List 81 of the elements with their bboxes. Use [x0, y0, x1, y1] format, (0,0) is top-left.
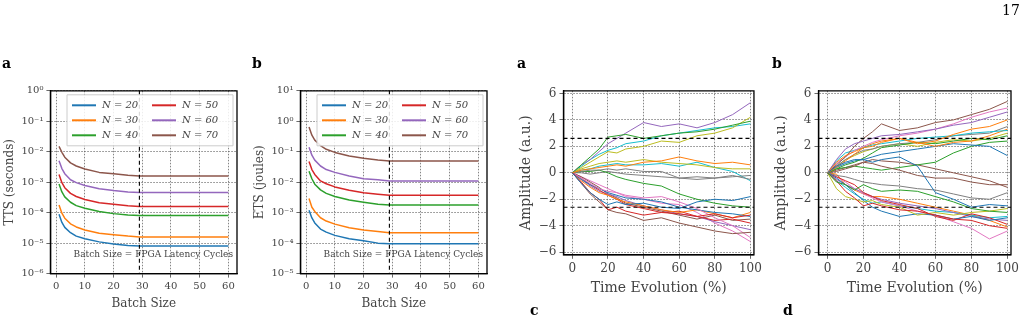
- x-tick-label: 50: [193, 280, 207, 292]
- y-tick-label: 4: [803, 112, 812, 127]
- x-tick-label: 60: [927, 261, 944, 276]
- y-tick-label: −4: [538, 217, 557, 232]
- chart-title: a: [2, 55, 12, 72]
- y-tick-label: 2: [548, 138, 557, 153]
- x-axis-title: Batch Size: [361, 295, 426, 310]
- y-tick-label: −2: [793, 191, 812, 206]
- y-tick-label: 2: [803, 138, 812, 153]
- x-tick-label: 50: [443, 280, 457, 292]
- x-tick-label: 10: [78, 280, 92, 292]
- y-tick-label: 10⁻⁵: [271, 267, 294, 279]
- y-tick-label: 10⁻²: [271, 175, 294, 187]
- legend-label: N = 40: [101, 128, 139, 140]
- legend-label: N = 30: [101, 113, 139, 125]
- chart-title: b: [252, 55, 262, 72]
- x-tick-label: 40: [164, 280, 178, 292]
- y-tick-label: 0: [803, 164, 812, 179]
- x-tick-label: 60: [222, 280, 235, 292]
- y-tick-label: −2: [538, 191, 557, 206]
- y-tick-label: 10⁻²: [21, 145, 44, 157]
- text: d: [783, 302, 793, 318]
- x-tick-label: 40: [414, 280, 428, 292]
- legend-label: N = 20: [101, 98, 139, 110]
- text: c: [530, 302, 539, 318]
- legend-label: N = 70: [431, 128, 469, 140]
- y-tick-label: −6: [538, 244, 557, 259]
- chart-title: b: [772, 55, 782, 72]
- legend-label: N = 50: [181, 98, 219, 110]
- x-tick-label: 0: [302, 280, 310, 292]
- x-axis-title: Batch Size: [111, 295, 176, 310]
- x-tick-label: 0: [568, 261, 577, 276]
- y-tick-label: 10⁻¹: [21, 114, 44, 126]
- y-tick-label: 10⁻⁵: [21, 236, 44, 248]
- legend-label: N = 60: [181, 113, 219, 125]
- y-tick-label: 10⁰: [276, 114, 294, 126]
- y-tick-label: 10⁻³: [21, 175, 44, 187]
- x-tick-label: 20: [855, 261, 872, 276]
- text: 17: [1002, 2, 1020, 18]
- y-tick-label: 6: [803, 85, 812, 100]
- x-tick-label: 100: [995, 261, 1019, 276]
- y-tick-label: 10⁰: [26, 84, 44, 96]
- y-tick-label: 10⁻⁶: [21, 267, 44, 279]
- x-tick-label: 80: [707, 261, 723, 276]
- y-tick-label: 10⁻¹: [271, 145, 294, 157]
- y-tick-label: 10⁻⁴: [21, 206, 44, 218]
- x-axis-title: Time Evolution (%): [846, 279, 983, 296]
- y-axis-title: Amplitude (a.u.): [517, 115, 534, 232]
- x-tick-label: 20: [600, 261, 616, 276]
- y-axis-title: ETS (joules): [252, 145, 267, 220]
- x-tick-label: 30: [385, 280, 399, 292]
- y-axis-title: Amplitude (a.u.): [772, 115, 789, 232]
- x-tick-label: 80: [963, 261, 980, 276]
- legend-label: N = 40: [351, 128, 389, 140]
- y-tick-label: 4: [548, 112, 557, 127]
- legend-label: N = 30: [351, 113, 389, 125]
- legend-label: N = 70: [181, 128, 219, 140]
- chart-title: a: [517, 55, 527, 72]
- y-tick-label: −6: [793, 244, 812, 259]
- y-tick-label: 10¹: [276, 84, 294, 96]
- x-tick-label: 40: [635, 261, 652, 276]
- legend-label: N = 50: [431, 98, 469, 110]
- x-tick-label: 20: [107, 280, 120, 292]
- x-tick-label: 60: [671, 261, 687, 276]
- y-axis-title: TTS (seconds): [2, 139, 17, 226]
- x-tick-label: 40: [891, 261, 908, 276]
- x-tick-label: 30: [135, 280, 149, 292]
- y-tick-label: 10⁻³: [271, 206, 294, 218]
- x-tick-label: 0: [823, 261, 832, 276]
- y-tick-label: 0: [548, 164, 557, 179]
- x-tick-label: 100: [738, 261, 762, 276]
- y-tick-label: 10⁻⁴: [271, 236, 294, 248]
- y-tick-label: −4: [793, 217, 812, 232]
- legend-label: N = 20: [351, 98, 389, 110]
- x-tick-label: 0: [52, 280, 60, 292]
- x-tick-label: 60: [472, 280, 485, 292]
- x-tick-label: 10: [328, 280, 342, 292]
- x-axis-title: Time Evolution (%): [590, 279, 727, 296]
- y-tick-label: 6: [548, 85, 557, 100]
- x-tick-label: 20: [357, 280, 370, 292]
- legend-label: N = 60: [431, 113, 469, 125]
